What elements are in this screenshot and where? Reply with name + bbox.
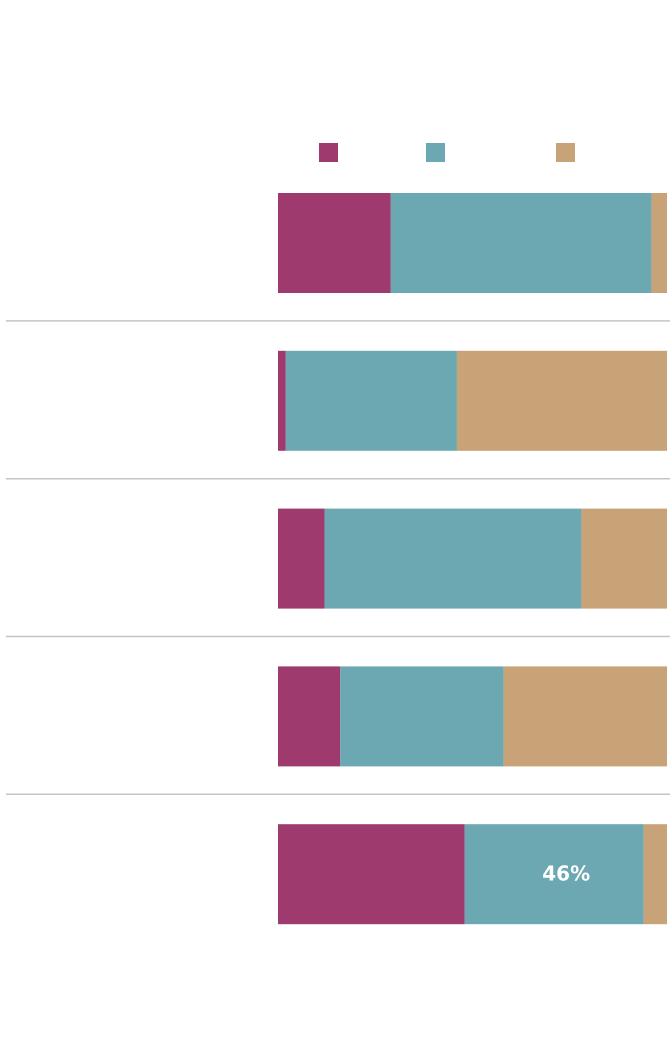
value-label: 46% [542,862,590,886]
bar-segment [643,824,667,925]
bar-segment [390,193,652,293]
bar-segment [324,508,582,609]
bar-segment [278,508,325,609]
bar-segment [278,666,341,767]
bar-segment [651,193,667,293]
bar-segment [285,350,457,451]
bar-segment [278,350,286,451]
legend-swatch [556,143,575,162]
bar-segment [456,350,667,451]
legend-swatch [319,143,338,162]
bar-segment [464,824,644,925]
bar-segment [581,508,667,609]
bar-segment [503,666,667,767]
bar-segment [340,666,504,767]
bar-segment [278,193,391,293]
legend-swatch [426,143,445,162]
bar-segment [278,824,465,925]
